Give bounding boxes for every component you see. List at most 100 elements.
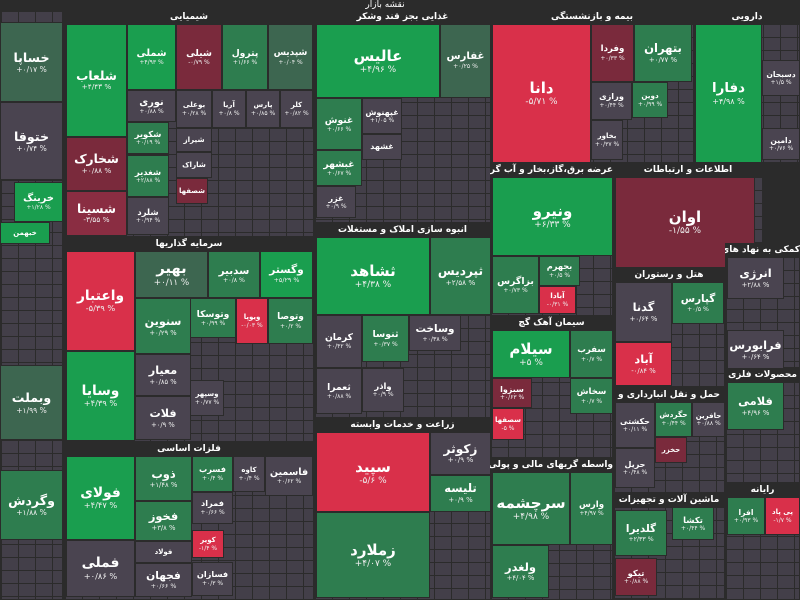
stock-change: +۰/۲ % <box>279 322 302 330</box>
sector-title: فلزات اساسی <box>64 442 314 456</box>
stock-name: شغدیر <box>134 167 162 178</box>
stock-tile: تلیسه +۰/۹ % <box>430 475 491 512</box>
stock-name: خبهمن <box>13 228 37 237</box>
stock-name: ثنوسا <box>372 329 399 341</box>
stock-name: نوری <box>139 96 164 108</box>
stock-tile: کلر +۰/۸۲ % <box>280 90 313 128</box>
stock-tile: غپهنوش +۱/۰۵ % <box>362 98 402 134</box>
stock-name: وساخت <box>415 323 455 336</box>
stock-change: +۰/۹۴ % <box>135 217 161 225</box>
stock-tile: شغدیر +۲/۸۸ % <box>127 155 169 197</box>
stock-name: حافرین <box>695 411 722 420</box>
stock-tile: ویوپا -۰/۰۳ % <box>236 298 268 344</box>
sector-title: واسطه گریهای مالی و پولی <box>490 458 613 472</box>
stock-change: -۵/۶ % <box>359 475 387 486</box>
stock-change: +۰/۱۱ % <box>153 277 190 288</box>
stock-change: +۰/۶۶ % <box>326 125 352 133</box>
stock-name: فمراد <box>201 498 224 509</box>
stock-change: +۰/۵ % <box>548 272 571 280</box>
stock-change: +۴/۹۶ % <box>741 408 770 417</box>
sector-title: عرضه برق،گاز،بخار و آب گرم <box>490 163 613 177</box>
stock-change: +۰/۶۷ % <box>326 169 352 177</box>
stock-tile: وسپهر +۰/۷۷ % <box>190 380 224 416</box>
stock-name: حکشتی <box>620 416 650 426</box>
stock-tile: زکوثر +۰/۹ % <box>430 432 491 475</box>
stock-tile: گپارس +۰/۵ % <box>672 282 724 324</box>
stock-name: واذر <box>374 381 392 392</box>
stock-change: +۴/۹۸ % <box>512 512 550 523</box>
sector-title: اطلاعات و ارتباطات <box>613 163 763 177</box>
stock-name: ثپردیس <box>437 264 484 279</box>
stock-change: +۴/۴۳ % <box>81 82 112 92</box>
stock-change: +۰/۴۴ % <box>661 420 686 428</box>
stock-tile: واذر +۰/۹ % <box>362 368 404 412</box>
stock-name: سنوین <box>144 315 182 329</box>
stock-tile: شملی +۴/۹۳ % <box>127 24 176 90</box>
stock-name: شاراک <box>182 159 206 169</box>
stock-name: بجهرم <box>546 261 573 272</box>
stock-tile: شلرد +۰/۹۴ % <box>127 197 169 235</box>
stock-tile: فولای +۴/۴۷ % <box>66 456 135 540</box>
stock-tile: دوین +۰/۹۹ % <box>632 82 668 118</box>
stock-tile: ورازی +۰/۴۴ % <box>591 82 632 120</box>
stock-name: بتهران <box>644 40 682 55</box>
stock-name: فاسمین <box>269 466 309 478</box>
stock-name: پترول <box>231 47 259 59</box>
stock-name: وتوسکا <box>196 308 230 320</box>
stock-tile: خرینگ +۱/۲۸ % <box>14 182 63 222</box>
stock-tile: فاسمین +۰/۶۲ % <box>265 456 313 496</box>
stock-name: ونیرو <box>532 202 573 221</box>
stock-tile: وتوسکا +۰/۹۹ % <box>190 298 236 338</box>
stock-tile: کویر -۱/۴ % <box>192 530 224 558</box>
stock-tile: آباد -۰/۸۴ % <box>615 342 672 386</box>
stock-change: +۰/۸۸ % <box>81 165 112 175</box>
sector-title: هتل و رستوران <box>613 268 725 282</box>
stock-tile: واعتبار -۵/۳۹ % <box>66 251 135 351</box>
stock-change: -۵/۷۱ % <box>525 97 558 108</box>
stock-change: +۰/۲۹ % <box>149 328 177 337</box>
sector-title: غذایی بجز قند وشکر <box>314 10 491 24</box>
stock-tile: سنوین +۰/۲۹ % <box>135 298 191 354</box>
stock-tile: افرا +۰/۹۳ % <box>727 497 765 535</box>
stock-name: ذوب <box>151 466 176 481</box>
stock-name: گپارس <box>680 293 716 306</box>
stock-name: آباد <box>634 352 653 367</box>
stock-name: دانا <box>529 79 554 98</box>
stock-change: -۰/۰۳ % <box>241 321 263 329</box>
stock-name: بزاگرس <box>497 275 534 287</box>
stock-tile: شلعاب +۴/۴۳ % <box>66 24 127 137</box>
stock-tile: فجهان +۰/۶۶ % <box>135 563 192 597</box>
stock-name: بهیر <box>156 260 187 278</box>
stock-name: فسرب <box>198 464 226 475</box>
stock-tile: وساخت +۰/۳۸ % <box>409 315 461 351</box>
stock-name: عالیس <box>353 46 403 65</box>
stock-change: +۰/۸ % <box>218 109 240 117</box>
stock-name: حخزر <box>661 445 681 454</box>
stock-change: +۰/۸ % <box>223 277 245 284</box>
stock-tile: سفرب +۰/۷ % <box>570 330 613 378</box>
stock-change: +۰/۷۴ % <box>16 144 47 154</box>
stock-tile: ثپردیس +۲/۵۸ % <box>430 237 491 315</box>
stock-tile: شصفها <box>176 178 208 204</box>
stock-name: غپهنوش <box>365 107 399 117</box>
stock-tile: حکشتی +۰/۱۱ % <box>615 402 655 448</box>
stock-change: +۰/۴ % <box>201 475 224 483</box>
stock-name: تکشا <box>683 514 703 525</box>
stock-tile: وتوصا +۰/۲ % <box>268 298 313 344</box>
stock-change: +۱/۶۶ % <box>232 58 258 66</box>
stock-change: -۰/۸۴ % <box>631 366 656 375</box>
stock-tile: دفارا +۴/۹۸ % <box>695 24 762 163</box>
stock-change: +۰/۶۶ % <box>200 509 225 517</box>
stock-name: شسینا <box>77 201 116 216</box>
stock-change: -۳/۵۵ % <box>83 215 110 225</box>
stock-tile: غزر +۰/۹ % <box>316 186 356 218</box>
stock-tile: وارس +۴/۹۷ % <box>570 472 613 545</box>
stock-tile: حخزر <box>655 437 687 463</box>
stock-change: +۰/۹ % <box>372 391 394 399</box>
stock-tile: دامین +۰/۷۶ % <box>762 128 800 160</box>
stock-change: +۰/۱۷ % <box>16 65 47 75</box>
stock-tile: کرمان +۰/۴۲ % <box>316 315 362 368</box>
stock-name: آریا <box>223 101 235 110</box>
stock-name: کلر <box>290 101 303 110</box>
